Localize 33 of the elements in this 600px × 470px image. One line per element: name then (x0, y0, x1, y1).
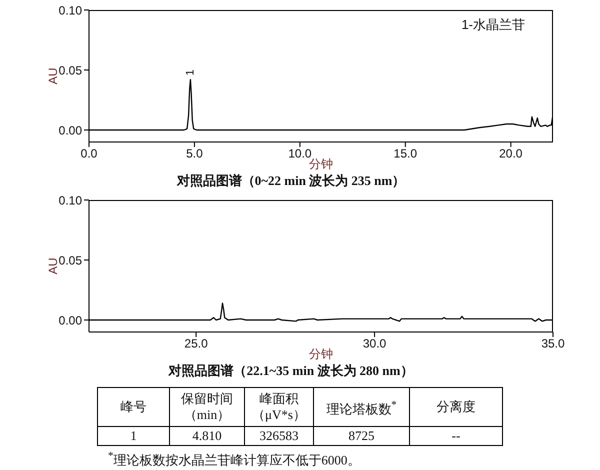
text: 对照品图谱（22.1~35 min 波长为 280 nm） (167, 362, 414, 380)
x-tick-label: 0.0 (80, 146, 98, 161)
y-axis-title: AU (46, 258, 60, 274)
x-tick-label: 15.0 (394, 146, 418, 161)
x-axis-title: 分钟 (309, 347, 333, 361)
text: 对照品图谱（0~22 min 波长为 235 nm） (176, 172, 406, 190)
text: $^{*}$理论板数按水晶兰苷峰计算应不低于6000。 (108, 449, 360, 468)
annotation: 1-水晶兰苷 (461, 17, 525, 33)
y-tick-label: 0.10 (58, 3, 82, 18)
y-tick-label: 0.10 (58, 193, 82, 208)
text: -- (410, 426, 502, 446)
x-axis-title: 分钟 (309, 157, 333, 171)
text: 理论塔板数$^{*}$ (325, 398, 398, 418)
y-tick-label: 0.05 (58, 253, 82, 268)
x-tick-label: 20.0 (499, 146, 523, 161)
x-tick-label: 25.0 (184, 336, 208, 351)
x-tick-label: 10.0 (288, 146, 312, 161)
y-tick-label: 0.00 (58, 123, 82, 138)
x-tick-label: 35.0 (541, 336, 565, 351)
text: 1 (98, 426, 170, 446)
text: 峰号 (120, 399, 148, 415)
y-tick-label: 0.05 (58, 63, 82, 78)
text: 保留时间（min） (180, 391, 234, 423)
y-axis-title: AU (46, 68, 60, 84)
x-tick-label: 30.0 (362, 336, 387, 351)
y-tick-label: 0.00 (58, 313, 82, 328)
annotation: 1 (184, 70, 196, 76)
text: 8725 (314, 426, 410, 446)
text: 分离度 (436, 399, 476, 415)
text: 326583 (244, 426, 314, 446)
x-tick-label: 5.0 (186, 146, 204, 161)
text: 峰面积（μV*s） (252, 391, 306, 423)
text: 4.810 (170, 426, 244, 446)
